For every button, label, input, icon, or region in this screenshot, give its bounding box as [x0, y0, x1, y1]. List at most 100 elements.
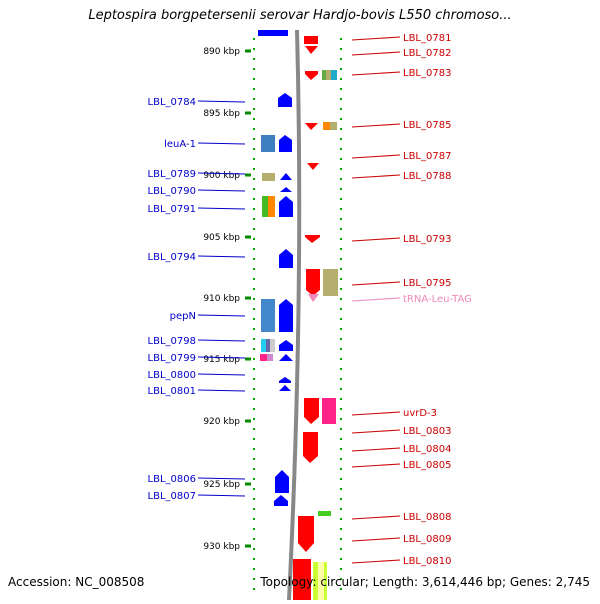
label-leader-line — [351, 515, 401, 520]
gene-block-lbl-0810-a[interactable] — [293, 559, 311, 600]
label-leader-line — [197, 339, 246, 342]
label-leader-line — [197, 255, 246, 258]
gene-arrow-lbl-0789[interactable] — [280, 173, 292, 180]
gene-label[interactable]: LBL_0782 — [403, 48, 451, 59]
gene-label[interactable]: LBL_0804 — [403, 444, 451, 455]
gene-label[interactable]: LBL_0788 — [403, 171, 451, 182]
label-leader-line — [351, 559, 401, 564]
gene-block-lbl-0798-c[interactable] — [270, 339, 275, 352]
ruler-label: 915 kbp — [203, 355, 240, 365]
gene-label[interactable]: LBL_0809 — [403, 534, 451, 545]
gene-arrow-lbl-0785[interactable] — [305, 123, 318, 130]
gene-block-lbl-0798-b[interactable] — [266, 339, 270, 352]
gene-arrow-pepn[interactable] — [279, 299, 293, 332]
gene-label[interactable]: LBL_0801 — [148, 386, 196, 397]
gene-arrow-lbl-0806[interactable] — [275, 470, 289, 493]
gene-arrow-lbl-0800[interactable] — [279, 377, 291, 383]
gene-label[interactable]: LBL_0781 — [403, 33, 451, 44]
gene-block-lbl-0783-a[interactable] — [322, 70, 326, 80]
gene-arrow-lbl-0791[interactable] — [279, 196, 293, 217]
gene-label[interactable]: LBL_0787 — [403, 151, 451, 162]
minus-strand-labels: LBL_0784 leuA-1 LBL_0789 LBL_0790 LBL_0791 LB… — [148, 97, 246, 502]
gene-label[interactable]: LBL_0805 — [403, 460, 451, 471]
gene-block-lbl-0798-a[interactable] — [261, 339, 266, 352]
gene-arrow-lbl-0799[interactable] — [279, 354, 293, 361]
gene-label[interactable]: LBL_0783 — [403, 68, 451, 79]
gene-label[interactable]: LBL_0798 — [148, 336, 196, 347]
gene-arrow-lbl-0783[interactable] — [305, 71, 318, 80]
gene-label[interactable]: uvrD-3 — [403, 408, 437, 419]
gene-block-uvrd-3[interactable] — [322, 398, 336, 424]
gene-block-lbl-0799-b[interactable] — [267, 354, 273, 361]
gene-block-lbl-0785-b[interactable] — [330, 122, 337, 130]
gene-arrow-lbl-0790[interactable] — [280, 187, 292, 192]
ruler-label: 925 kbp — [203, 480, 240, 490]
gene-arrow-lbl-0782[interactable] — [305, 46, 318, 54]
gene-arrow-leua-1[interactable] — [279, 135, 292, 152]
gene-label[interactable]: LBL_0800 — [148, 370, 196, 381]
label-leader-line — [197, 142, 246, 145]
gene-arrow-lbl-0795[interactable] — [306, 269, 320, 296]
gene-arrow-lbl-0793[interactable] — [305, 235, 320, 243]
gene-arrow-lbl-0807[interactable] — [274, 495, 288, 506]
label-leader-line — [351, 297, 401, 302]
gene-block-top-partial[interactable] — [258, 30, 288, 36]
gene-block-lbl-0795[interactable] — [323, 269, 338, 296]
label-leader-line — [197, 389, 246, 392]
label-leader-line — [197, 172, 246, 175]
gene-block-lbl-0783-c[interactable] — [331, 70, 337, 80]
label-leader-line — [351, 411, 401, 416]
gene-label[interactable]: LBL_0807 — [148, 491, 196, 502]
plus-strand-labels: LBL_0781 LBL_0782 LBL_0783 LBL_0785 LBL_0787… — [351, 33, 472, 567]
label-leader-line — [351, 36, 401, 41]
gene-label[interactable]: LBL_0789 — [148, 169, 196, 180]
gene-label[interactable]: pepN — [170, 311, 196, 322]
gene-label[interactable]: LBL_0790 — [148, 186, 196, 197]
gene-label[interactable]: LBL_0803 — [403, 426, 451, 437]
gene-arrow-lbl-0787[interactable] — [307, 163, 319, 170]
gene-block-lbl-0810-c[interactable] — [318, 562, 324, 600]
ruler-label: 895 kbp — [203, 109, 240, 119]
label-leader-line — [197, 373, 246, 376]
gene-label[interactable]: LBL_0795 — [403, 278, 451, 289]
gene-block-leua-1[interactable] — [261, 135, 275, 152]
ruler: 890 kbp 895 kbp 900 kbp 905 kbp 910 kbp 915 k… — [203, 47, 251, 552]
gene-arrow-lbl-0794[interactable] — [279, 249, 293, 268]
gene-block-lbl-0789[interactable] — [262, 173, 275, 181]
gene-label[interactable]: LBL_0810 — [403, 556, 451, 567]
gene-label[interactable]: tRNA-Leu-TAG — [403, 294, 472, 305]
label-leader-line — [351, 123, 401, 128]
gene-label[interactable]: LBL_0806 — [148, 474, 196, 485]
gene-label[interactable]: LBL_0784 — [148, 97, 196, 108]
gene-label[interactable]: LBL_0794 — [148, 252, 196, 263]
gene-block-lbl-0808[interactable] — [318, 511, 331, 516]
gene-block-lbl-0785-a[interactable] — [323, 122, 330, 130]
gene-block-lbl-0791-b[interactable] — [268, 196, 275, 217]
label-leader-line — [197, 189, 246, 192]
gene-block-lbl-0781[interactable] — [304, 36, 318, 44]
gene-block-lbl-0799-a[interactable] — [260, 354, 267, 361]
label-leader-line — [351, 537, 401, 542]
gene-block-pepn[interactable] — [261, 299, 275, 332]
gene-label[interactable]: LBL_0799 — [148, 353, 196, 364]
gene-block-lbl-0791-a[interactable] — [262, 196, 268, 217]
gene-arrow-uvrd-3[interactable] — [304, 398, 319, 424]
gene-label[interactable]: LBL_0785 — [403, 120, 451, 131]
label-leader-line — [197, 314, 246, 317]
gene-arrow-lbl-0804[interactable] — [303, 432, 318, 463]
gene-arrow-lbl-0809[interactable] — [298, 516, 314, 552]
gene-arrow-lbl-0801[interactable] — [279, 385, 291, 391]
gene-arrow-lbl-0798[interactable] — [279, 340, 293, 351]
gene-arrow-lbl-0784[interactable] — [278, 93, 292, 107]
gene-label[interactable]: leuA-1 — [164, 139, 196, 150]
label-leader-line — [351, 463, 401, 468]
label-leader-line — [197, 494, 246, 497]
label-leader-line — [197, 100, 246, 103]
gene-label[interactable]: LBL_0808 — [403, 512, 451, 523]
gene-arrow-trna-leu-tag[interactable] — [308, 294, 319, 302]
gene-block-lbl-0783-b[interactable] — [326, 70, 331, 80]
gene-label[interactable]: LBL_0793 — [403, 234, 451, 245]
gene-label[interactable]: LBL_0791 — [148, 204, 196, 215]
